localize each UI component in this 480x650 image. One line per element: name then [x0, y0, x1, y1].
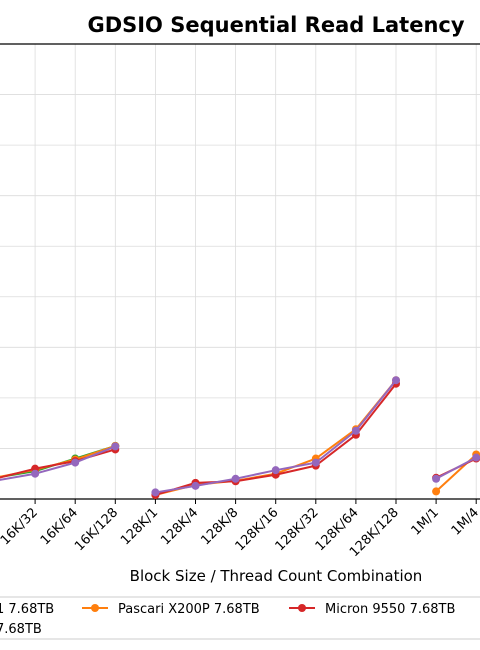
x-tick-label: 128K/16 [233, 505, 282, 554]
data-point [231, 474, 240, 483]
x-tick-label: 128K/1 [118, 505, 161, 548]
legend-item: 1 7.68TB [0, 602, 54, 617]
series-group [0, 376, 480, 499]
legend-item: 7.68TB [0, 622, 42, 637]
data-point [432, 487, 441, 496]
data-point [151, 488, 160, 497]
data-point [311, 458, 320, 467]
data-point [351, 426, 360, 435]
x-tick-labels: 16K/1616K/3216K/6416K/128128K/1128K/4128… [0, 505, 480, 560]
data-point [432, 474, 441, 483]
series-7-68tb [0, 376, 480, 497]
data-point [111, 442, 120, 451]
plot-axes [0, 43, 480, 504]
legend-item: Micron 9550 7.68TB [289, 602, 455, 617]
data-point [71, 458, 80, 467]
legend-box [0, 596, 480, 640]
x-tick-label: 1M/1 [409, 505, 442, 538]
data-point [31, 469, 40, 478]
x-tick-label: 16K/32 [0, 505, 41, 548]
legend-label: Micron 9550 7.68TB [325, 602, 455, 617]
x-tick-label: 128K/4 [158, 505, 201, 548]
legend-label: 1 7.68TB [0, 602, 54, 617]
x-tick-label: 16K/128 [72, 505, 121, 554]
data-point [271, 466, 280, 475]
data-point [392, 376, 400, 385]
legend-swatch-marker [298, 604, 306, 612]
legend-label: 7.68TB [0, 622, 42, 637]
grid-lines [0, 44, 480, 499]
x-tick-label: 1M/4 [449, 505, 480, 538]
legend-swatch-marker [91, 604, 99, 612]
series-line [0, 445, 116, 481]
legend-label: Pascari X200P 7.68TB [118, 602, 260, 617]
series-line [435, 456, 477, 480]
x-tick-label: 128K/32 [273, 505, 322, 554]
x-axis-label: Block Size / Thread Count Combination [130, 567, 423, 585]
chart-title: GDSIO Sequential Read Latency [87, 13, 464, 37]
legend: 1 7.68TB Pascari X200P 7.68TB Micron 9550 … [0, 596, 480, 640]
data-point [472, 453, 480, 462]
data-point [191, 481, 200, 490]
legend-item: Pascari X200P 7.68TB [82, 602, 260, 617]
